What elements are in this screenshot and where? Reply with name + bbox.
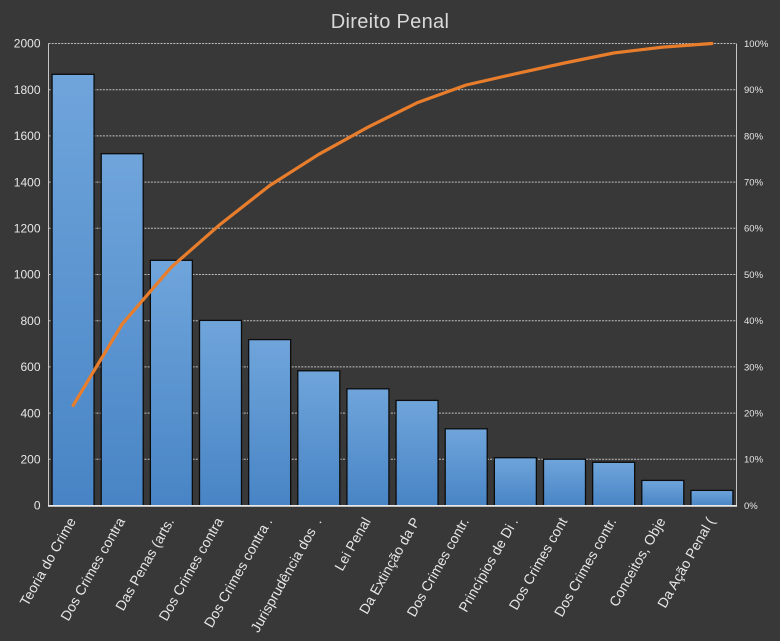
svg-text:80%: 80% <box>744 131 764 142</box>
svg-text:0%: 0% <box>744 501 758 512</box>
svg-text:70%: 70% <box>744 178 764 189</box>
svg-text:50%: 50% <box>744 270 764 281</box>
svg-text:1200: 1200 <box>14 222 41 236</box>
svg-text:1600: 1600 <box>14 129 41 143</box>
svg-text:Direito Penal: Direito Penal <box>331 11 449 33</box>
svg-text:800: 800 <box>20 314 40 328</box>
svg-text:0: 0 <box>34 499 41 513</box>
svg-text:30%: 30% <box>744 362 764 373</box>
svg-text:2000: 2000 <box>14 37 41 51</box>
svg-text:1000: 1000 <box>14 268 41 282</box>
svg-text:20%: 20% <box>744 409 764 420</box>
svg-text:60%: 60% <box>744 224 764 235</box>
svg-text:1400: 1400 <box>14 175 41 189</box>
svg-text:40%: 40% <box>744 316 764 327</box>
svg-text:90%: 90% <box>744 85 764 96</box>
svg-text:600: 600 <box>20 360 40 374</box>
svg-text:1800: 1800 <box>14 83 41 97</box>
svg-text:100%: 100% <box>744 39 769 50</box>
svg-text:200: 200 <box>20 453 40 467</box>
svg-text:400: 400 <box>20 406 40 420</box>
svg-text:10%: 10% <box>744 455 764 466</box>
